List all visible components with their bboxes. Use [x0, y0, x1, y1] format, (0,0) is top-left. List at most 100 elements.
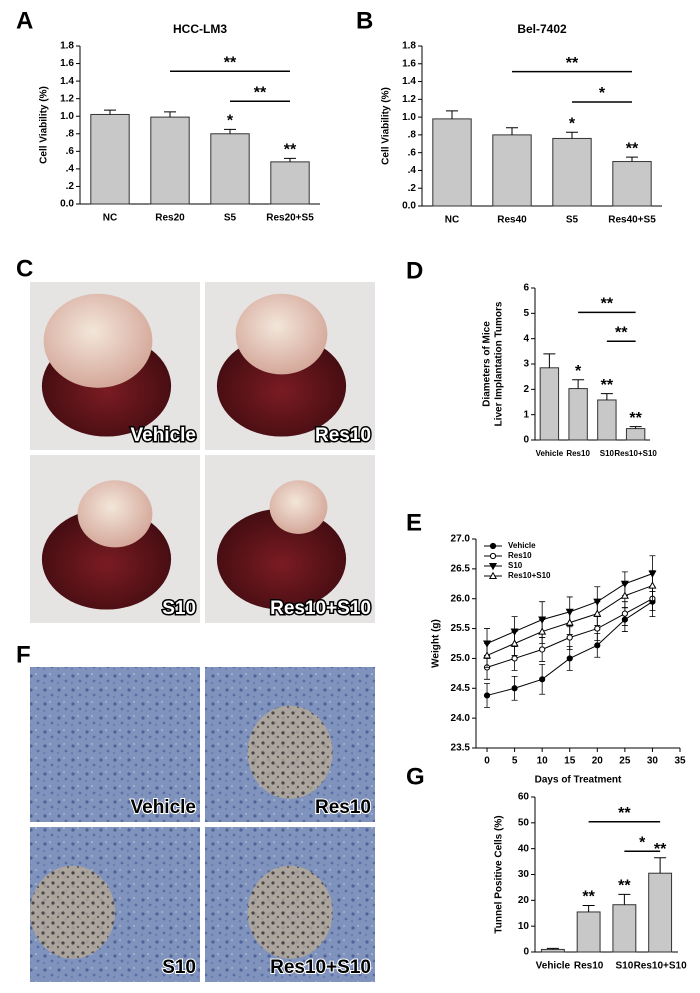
- comparison-label: **: [618, 805, 631, 822]
- photo-panels: Vehicle Res10 S10 Res10+S10 Vehicle Res10 S10 R…: [30, 282, 375, 982]
- x-tick-label: Vehicle: [536, 449, 564, 458]
- stained-area: [247, 865, 333, 959]
- bar: [648, 872, 673, 953]
- significance-mark: **: [582, 889, 595, 906]
- y-axis-label: Liver Implantation Tumors: [494, 301, 505, 426]
- legend-label: Vehicle: [508, 541, 536, 550]
- marker: [539, 646, 546, 653]
- y-axis-label: Diameters of Mice: [482, 321, 493, 407]
- y-tick-label: 40: [518, 843, 530, 854]
- y-axis-label: Weight (g): [431, 619, 442, 668]
- error-bar: [446, 110, 458, 119]
- marker: [620, 591, 629, 599]
- x-tick-label: Res10: [574, 961, 604, 972]
- y-tick-label: 27.0: [451, 534, 471, 545]
- bar: [492, 134, 532, 207]
- legend-label: Res10: [508, 551, 532, 560]
- x-tick-label: Res10: [566, 449, 590, 458]
- marker: [538, 627, 547, 635]
- chart-title: Bel-7402: [517, 22, 567, 36]
- bar: [150, 116, 190, 205]
- y-axis-label: Cell Viability (%): [39, 86, 50, 164]
- y-tick-label: 1.0: [60, 111, 74, 122]
- marker: [565, 618, 574, 626]
- y-tick-label: 25.5: [451, 623, 471, 634]
- y-tick-label: .2: [408, 183, 417, 194]
- panel-letter: F: [16, 641, 31, 668]
- y-tick-label: 60: [518, 792, 530, 803]
- comparison-label: **: [601, 296, 614, 313]
- y-tick-label: .2: [66, 181, 75, 192]
- x-tick-label: S5: [566, 215, 579, 226]
- significance-mark: **: [601, 377, 614, 394]
- legend-marker: [488, 562, 498, 571]
- y-tick-label: 25.0: [451, 653, 471, 664]
- error-bar: [506, 127, 518, 135]
- y-tick-label: 1.2: [60, 93, 74, 104]
- comparison-label: **: [566, 55, 579, 72]
- y-tick-label: 0: [523, 435, 529, 446]
- y-tick-label: 24.0: [451, 713, 471, 724]
- y-tick-label: 4: [523, 333, 529, 344]
- error-bar: [654, 857, 667, 874]
- legend-marker: [488, 571, 498, 580]
- x-tick-label: Res20: [155, 213, 185, 224]
- stained-area: [30, 865, 115, 959]
- bar: [568, 388, 588, 441]
- photo-label: Res10: [315, 425, 371, 446]
- y-tick-label: .6: [408, 147, 417, 158]
- y-tick-label: 1: [523, 409, 529, 420]
- x-tick-label: Res40+S5: [608, 215, 656, 226]
- bar: [539, 367, 560, 441]
- photo-label: Res10+S10: [270, 598, 371, 619]
- bar: [576, 911, 601, 953]
- marker: [482, 651, 492, 659]
- y-tick-label: 0.0: [60, 199, 74, 210]
- x-axis-label: Days of Treatment: [535, 775, 622, 786]
- marker: [593, 609, 602, 617]
- significance-mark: **: [618, 878, 631, 895]
- photo-background: [30, 667, 200, 822]
- error-bar: [543, 353, 556, 368]
- x-tick-label: 30: [647, 756, 659, 767]
- y-tick-label: .4: [408, 165, 417, 176]
- y-tick-label: 1.4: [402, 76, 416, 87]
- comparison-label: *: [639, 834, 646, 851]
- bar: [597, 399, 617, 441]
- y-tick-label: 1.0: [402, 112, 416, 123]
- y-tick-label: 6: [523, 283, 529, 294]
- significance-mark: **: [654, 841, 667, 858]
- bar: [432, 118, 472, 207]
- y-axis-label: Tunnel Positive Cells (%): [494, 815, 505, 933]
- x-tick-label: 5: [512, 756, 518, 767]
- y-tick-label: 1.8: [60, 41, 74, 52]
- x-tick-label: 10: [537, 756, 549, 767]
- marker: [511, 655, 518, 662]
- error-bar: [164, 111, 176, 118]
- legend-label: Res10+S10: [508, 571, 551, 580]
- x-tick-label: Res20+S5: [266, 213, 314, 224]
- x-tick-label: 35: [674, 756, 686, 767]
- panel-letter: B: [356, 7, 373, 34]
- y-tick-label: 3: [523, 359, 529, 370]
- y-tick-label: 2: [523, 384, 529, 395]
- panel-letter: D: [406, 257, 423, 284]
- bar: [612, 161, 652, 207]
- chart-title: HCC-LM3: [173, 22, 227, 36]
- error-bar: [629, 426, 642, 429]
- y-tick-label: 24.5: [451, 683, 471, 694]
- error-bar: [546, 947, 559, 950]
- x-tick-label: Vehicle: [536, 961, 571, 972]
- y-tick-label: 10: [518, 921, 530, 932]
- y-tick-label: 1.6: [402, 58, 416, 69]
- x-tick-label: NC: [445, 215, 459, 226]
- panel-letter: C: [16, 255, 33, 282]
- significance-mark: **: [629, 410, 642, 427]
- y-tick-label: .6: [66, 146, 75, 157]
- y-tick-label: 23.5: [451, 743, 471, 754]
- significance-mark: *: [227, 113, 234, 130]
- photo-label: Vehicle: [131, 425, 197, 446]
- x-tick-label: NC: [103, 213, 117, 224]
